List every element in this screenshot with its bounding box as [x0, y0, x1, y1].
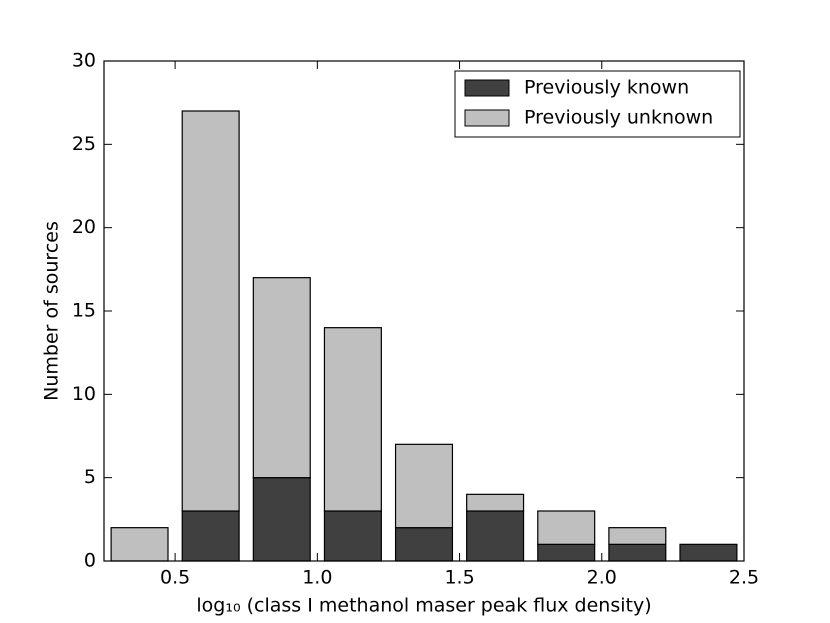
legend-swatch [464, 109, 510, 127]
bar [394, 443, 454, 529]
bar [252, 477, 311, 562]
bar [679, 543, 738, 562]
y-tick-label: 30 [72, 50, 96, 72]
bar [181, 510, 240, 562]
bar [181, 110, 240, 512]
legend-swatch [464, 79, 510, 97]
bar [394, 527, 454, 562]
bar [537, 543, 596, 562]
bar [323, 510, 382, 562]
y-tick-label: 20 [72, 216, 96, 238]
x-tick-label: 1.0 [302, 567, 332, 589]
legend-label: Previously unknown [524, 107, 713, 129]
y-tick-label: 25 [72, 133, 96, 155]
x-tick-label: 1.5 [444, 567, 474, 589]
bar [252, 277, 311, 479]
y-axis-label: Number of sources [41, 221, 63, 401]
y-tick-label: 15 [72, 300, 96, 322]
x-tick-label: 0.5 [160, 567, 190, 589]
y-tick-label: 0 [84, 550, 96, 572]
x-tick-label: 2.5 [729, 567, 759, 589]
bar [466, 510, 525, 562]
bar [323, 327, 382, 512]
bar [537, 510, 596, 545]
bar [110, 527, 169, 562]
y-tick-label: 5 [84, 466, 96, 488]
bar [608, 543, 667, 562]
x-tick-label: 2.0 [587, 567, 617, 589]
y-tick-label: 10 [72, 383, 96, 405]
bar [608, 527, 667, 545]
bar [466, 493, 525, 512]
legend-label: Previously known [524, 77, 689, 99]
x-axis-label: log₁₀ (class I methanol maser peak flux … [196, 595, 651, 617]
